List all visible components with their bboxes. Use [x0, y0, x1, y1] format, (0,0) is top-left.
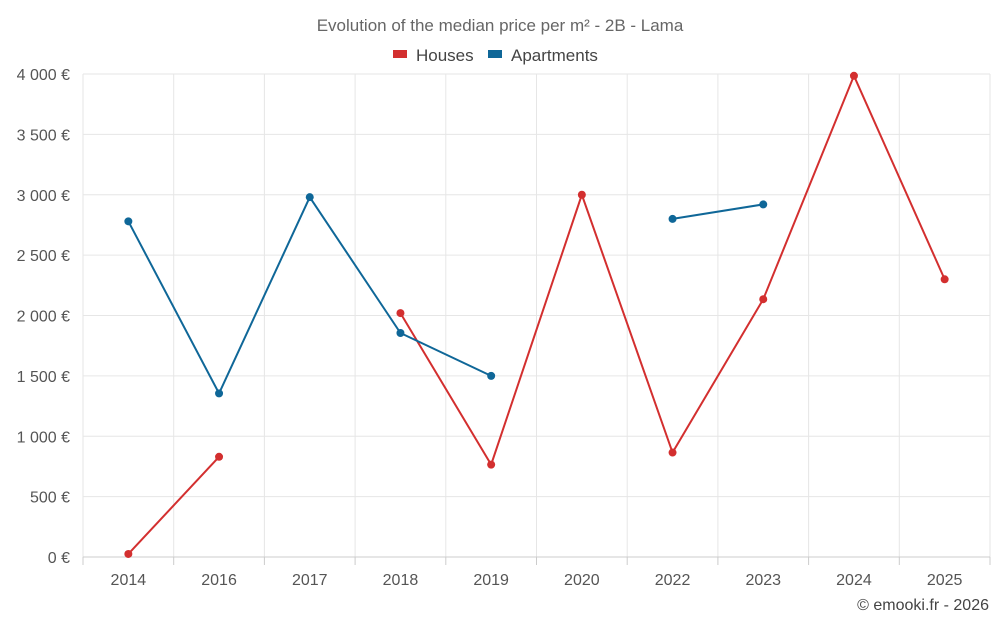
y-tick-label: 4 000 €: [17, 67, 70, 84]
data-point-apartments: [759, 200, 768, 209]
y-tick-label: 3 000 €: [17, 188, 70, 205]
x-tick-label: 2024: [836, 572, 872, 589]
y-tick-label: 500 €: [30, 490, 70, 507]
x-tick-label: 2014: [111, 572, 147, 589]
series-line-apartments: [127, 195, 492, 396]
x-tick-label: 2023: [745, 572, 781, 589]
legend-swatch-houses: [393, 50, 407, 58]
legend-swatch-apartments: [488, 50, 502, 58]
data-point-houses: [124, 549, 133, 558]
series-houses: [124, 71, 949, 558]
series-line-apartments: [672, 203, 764, 220]
data-point-houses: [940, 275, 949, 284]
data-point-apartments: [487, 371, 496, 380]
y-tick-label: 1 500 €: [17, 369, 70, 386]
legend-item-houses[interactable]: Houses: [393, 46, 474, 65]
data-point-houses: [487, 460, 496, 469]
legend-label-houses: Houses: [416, 46, 474, 65]
credit-label: © emooki.fr - 2026: [857, 597, 989, 614]
data-point-houses: [668, 448, 677, 457]
data-point-apartments: [215, 389, 224, 398]
legend-label-apartments: Apartments: [511, 46, 598, 65]
y-tick-label: 3 500 €: [17, 127, 70, 144]
data-point-houses: [577, 190, 586, 199]
data-point-houses: [849, 71, 858, 80]
x-tick-label: 2020: [564, 572, 600, 589]
data-point-houses: [215, 452, 224, 461]
x-tick-label: 2017: [292, 572, 328, 589]
series: [124, 71, 949, 558]
data-point-apartments: [668, 214, 677, 223]
x-tick-label: 2016: [201, 572, 237, 589]
x-tick-label: 2025: [927, 572, 963, 589]
data-point-apartments: [305, 193, 314, 202]
x-tick-label: 2019: [473, 572, 509, 589]
data-point-apartments: [396, 329, 405, 338]
series-line-houses: [127, 456, 220, 555]
series-apartments: [124, 193, 768, 398]
legend: Houses Apartments: [393, 46, 598, 65]
y-tick-label: 0 €: [48, 550, 70, 567]
legend-item-apartments[interactable]: Apartments: [488, 46, 598, 65]
axes: 0 € 500 € 1 000 € 1 500 € 2 000 € 2 500 € 3 00…: [17, 67, 991, 589]
grid: [82, 73, 991, 557]
data-point-apartments: [124, 217, 133, 226]
y-tick-label: 2 500 €: [17, 248, 70, 265]
data-point-houses: [759, 295, 768, 304]
chart-title: Evolution of the median price per m² - 2…: [317, 16, 684, 35]
data-point-houses: [396, 309, 405, 318]
x-tick-label: 2022: [655, 572, 691, 589]
y-tick-label: 2 000 €: [17, 309, 70, 326]
x-tick-label: 2018: [383, 572, 419, 589]
y-tick-label: 1 000 €: [17, 429, 70, 446]
